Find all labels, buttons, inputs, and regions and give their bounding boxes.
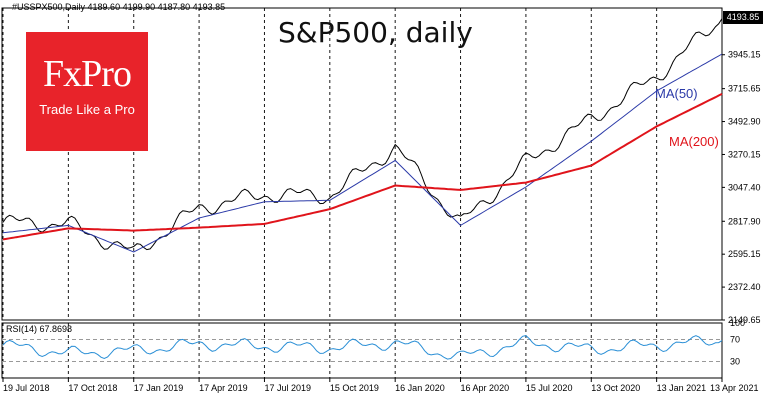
y-tick-label: 2817.90 — [728, 216, 761, 226]
y-tick-label: 2372.40 — [728, 282, 761, 292]
rsi-tick-label: 30 — [730, 357, 740, 367]
y-tick-label: 3270.15 — [728, 149, 761, 159]
rsi-series — [2, 335, 723, 360]
ma50-series — [2, 53, 723, 253]
x-tick-label: 15 Oct 2019 — [330, 383, 379, 393]
brand-name: FxPro — [43, 53, 132, 95]
ma200-label: MA(200) — [669, 134, 719, 149]
x-tick-label: 17 Oct 2018 — [68, 383, 117, 393]
x-tick-label: 17 Jul 2019 — [264, 383, 311, 393]
x-tick-label: 17 Jan 2019 — [134, 383, 184, 393]
x-tick-label: 16 Jan 2020 — [395, 383, 445, 393]
x-tick-label: 13 Oct 2020 — [591, 383, 640, 393]
rsi-tick-label: 70 — [730, 335, 740, 345]
ma50-label: MA(50) — [655, 86, 698, 101]
y-tick-label: 3492.90 — [728, 117, 761, 127]
last-price-box: 4193.85 — [723, 11, 763, 24]
ma200-series — [2, 93, 723, 241]
x-tick-label: 15 Jul 2020 — [526, 383, 573, 393]
chart-title: S&P500, daily — [278, 16, 473, 49]
y-tick-label: 2149.65 — [728, 315, 761, 325]
y-tick-label: 3047.40 — [728, 182, 761, 192]
x-tick-label: 16 Apr 2020 — [461, 383, 510, 393]
x-tick-label: 19 Jul 2018 — [3, 383, 50, 393]
rsi-plot-frame — [1, 322, 723, 379]
symbol-info: #USSPX500,Daily 4189.60 4199.90 4187.80 … — [12, 2, 226, 12]
y-tick-label: 3945.15 — [728, 50, 761, 60]
price-series — [2, 18, 723, 251]
brand-logo: FxPro Trade Like a Pro — [26, 32, 148, 151]
x-tick-label: 17 Apr 2019 — [199, 383, 248, 393]
rsi-info: RSI(14) 67.8698 — [6, 324, 73, 334]
x-tick-label: 13 Apr 2021 — [710, 383, 759, 393]
brand-tagline: Trade Like a Pro — [39, 102, 135, 117]
y-tick-label: 3715.65 — [728, 84, 761, 94]
rsi-tick-label: 100 — [730, 318, 745, 328]
x-tick-label: 13 Jan 2021 — [657, 383, 707, 393]
y-tick-label: 2595.15 — [728, 249, 761, 259]
